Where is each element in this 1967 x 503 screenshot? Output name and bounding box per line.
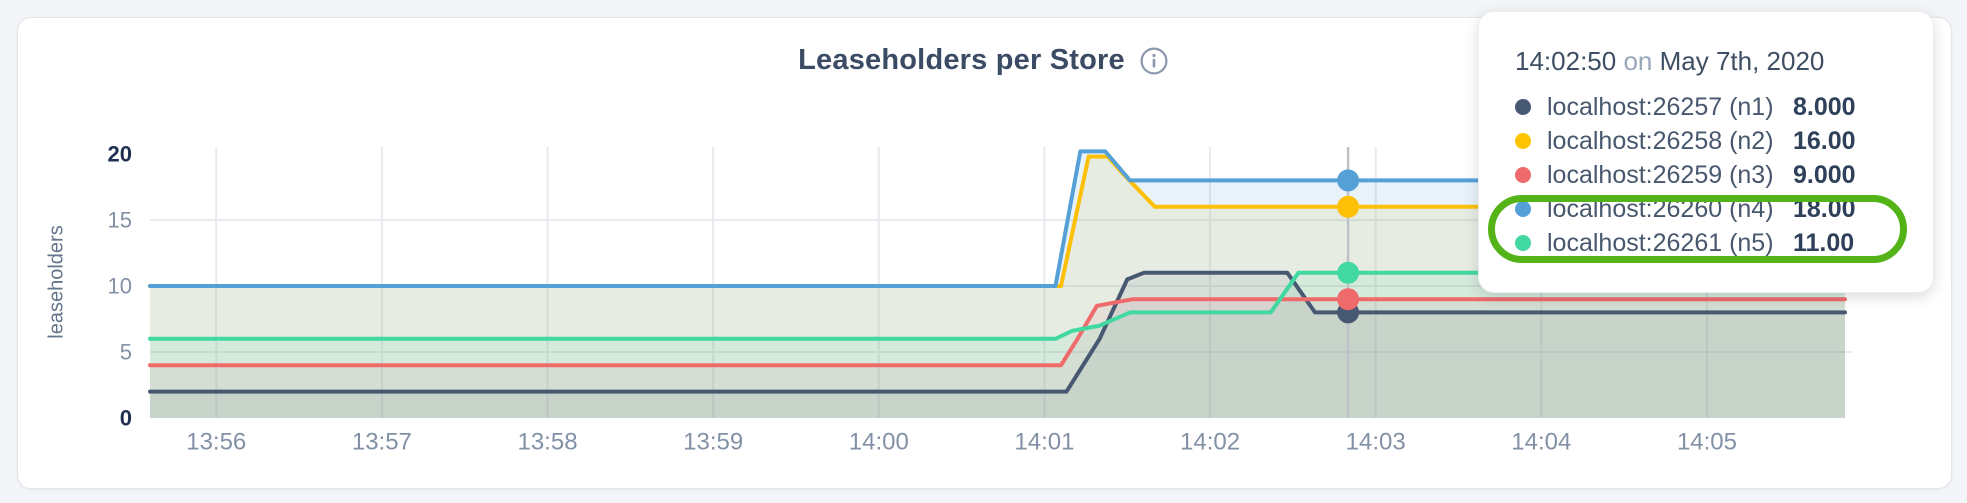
series-value: 8.000	[1793, 92, 1856, 121]
tooltip-row: localhost:26261 (n5) 11.00	[1479, 226, 1933, 260]
series-color-dot	[1515, 201, 1531, 217]
tooltip-legend: localhost:26257 (n1) 8.000 localhost:26258…	[1479, 76, 1933, 260]
series-value: 16.00	[1793, 126, 1856, 155]
tooltip-row: localhost:26260 (n4) 18.00	[1479, 192, 1933, 226]
series-lines	[148, 149, 1847, 394]
series-color-dot	[1515, 167, 1531, 183]
hover-dot	[1337, 288, 1360, 311]
series-label: localhost:26260 (n4)	[1547, 194, 1774, 223]
series-value: 11.00	[1793, 228, 1855, 257]
x-tick-label: 14:03	[1346, 429, 1406, 456]
hover-dot	[1337, 261, 1360, 284]
x-tick-label: 14:02	[1180, 429, 1240, 456]
y-tick-label: 20	[108, 142, 132, 167]
x-tick-label: 13:57	[352, 429, 412, 456]
x-tick-label: 13:58	[517, 429, 577, 456]
series-area	[150, 272, 1845, 418]
x-tick-label: 13:59	[683, 429, 743, 456]
chart-header: Leaseholders per Store	[17, 44, 1950, 77]
series-label: localhost:26257 (n1)	[1547, 92, 1774, 121]
hover-tooltip: 14:02:50 on May 7th, 2020 localhost:2625…	[1478, 11, 1934, 293]
series-area	[150, 151, 1845, 419]
tooltip-date: May 7th, 2020	[1659, 46, 1825, 76]
x-tick-label: 14:00	[849, 429, 909, 456]
x-axis-labels: 13:56 13:57 13:58 13:59 14:00 14:01 14:02 14:03…	[186, 429, 1737, 456]
info-icon[interactable]	[1139, 46, 1169, 76]
y-axis-labels: 0 5 10 15 20	[108, 142, 132, 431]
tooltip-timestamp: 14:02:50 on May 7th, 2020	[1515, 46, 1933, 76]
y-tick-label: 10	[108, 274, 132, 299]
y-tick-label: 0	[120, 406, 132, 431]
y-axis-title: leaseholders	[45, 225, 68, 339]
series-area	[150, 272, 1845, 418]
series-color-dot	[1515, 235, 1531, 251]
series-area	[150, 299, 1845, 418]
series-line	[148, 149, 1847, 288]
tooltip-row: localhost:26258 (n2) 16.00	[1479, 124, 1933, 158]
tooltip-row: localhost:26257 (n1) 8.000	[1479, 90, 1933, 124]
series-line	[148, 297, 1847, 368]
series-value: 9.000	[1793, 160, 1856, 189]
tooltip-conjunction: on	[1623, 46, 1653, 76]
series-line	[148, 270, 1847, 341]
series-color-dot	[1515, 133, 1531, 149]
hover-dot	[1337, 195, 1360, 218]
series-line	[148, 270, 1847, 394]
series-label: localhost:26258 (n2)	[1547, 126, 1774, 155]
series-label: localhost:26261 (n5)	[1547, 228, 1774, 257]
hover-dot	[1337, 169, 1360, 192]
series-color-dot	[1515, 99, 1531, 115]
tooltip-row: localhost:26259 (n3) 9.000	[1479, 158, 1933, 192]
series-label: localhost:26259 (n3)	[1547, 160, 1774, 189]
hover-dots	[1337, 169, 1360, 324]
x-tick-label: 14:05	[1677, 429, 1737, 456]
x-tick-label: 14:04	[1511, 429, 1571, 456]
tooltip-time: 14:02:50	[1515, 46, 1617, 76]
x-tick-label: 13:56	[186, 429, 246, 456]
y-tick-label: 15	[108, 208, 132, 233]
x-tick-label: 14:01	[1014, 429, 1074, 456]
y-tick-label: 5	[120, 340, 132, 365]
series-value: 18.00	[1793, 194, 1856, 223]
chart-title: Leaseholders per Store	[798, 44, 1125, 76]
